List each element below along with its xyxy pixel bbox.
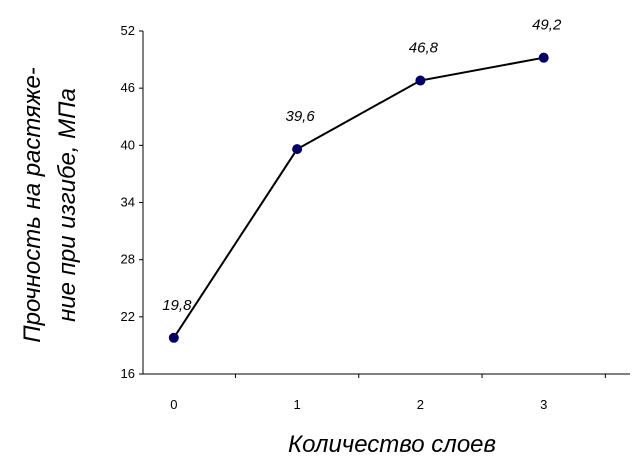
y-axis-ticks: 16 22 28 34 40 46 52 bbox=[121, 23, 143, 381]
x-tick-label: 3 bbox=[540, 397, 547, 412]
y-tick-label: 52 bbox=[121, 23, 135, 38]
x-axis-title: Количество слоев bbox=[288, 431, 496, 458]
data-point bbox=[415, 75, 426, 86]
x-axis-ticks: 0 1 2 3 bbox=[170, 374, 606, 412]
series-line bbox=[172, 56, 544, 339]
y-axis-title-line-1: Прочность на растяже- bbox=[19, 67, 46, 343]
data-label: 46,8 bbox=[409, 40, 439, 57]
y-tick-label: 16 bbox=[121, 366, 135, 381]
axes bbox=[142, 31, 630, 375]
data-label: 39,6 bbox=[286, 108, 316, 125]
data-point bbox=[538, 52, 549, 63]
y-axis-title-line-2: ние при изгибе, МПа bbox=[54, 88, 81, 322]
x-tick-label: 0 bbox=[170, 397, 177, 412]
data-label: 49,2 bbox=[532, 17, 562, 34]
y-tick-label: 34 bbox=[121, 195, 135, 210]
x-tick-label: 1 bbox=[293, 397, 300, 412]
x-tick-label: 2 bbox=[417, 397, 424, 412]
data-point bbox=[168, 332, 179, 343]
data-point bbox=[292, 144, 303, 155]
data-label: 19,8 bbox=[162, 297, 192, 314]
data-labels: 19,8 39,6 46,8 49,2 bbox=[162, 17, 562, 314]
y-tick-label: 40 bbox=[121, 137, 135, 152]
y-axis-title: Прочность на растяже- ние при изгибе, МП… bbox=[19, 67, 81, 343]
y-tick-label: 22 bbox=[121, 309, 135, 324]
series bbox=[168, 52, 549, 343]
y-tick-label: 28 bbox=[121, 252, 135, 267]
y-tick-label: 46 bbox=[121, 80, 135, 95]
